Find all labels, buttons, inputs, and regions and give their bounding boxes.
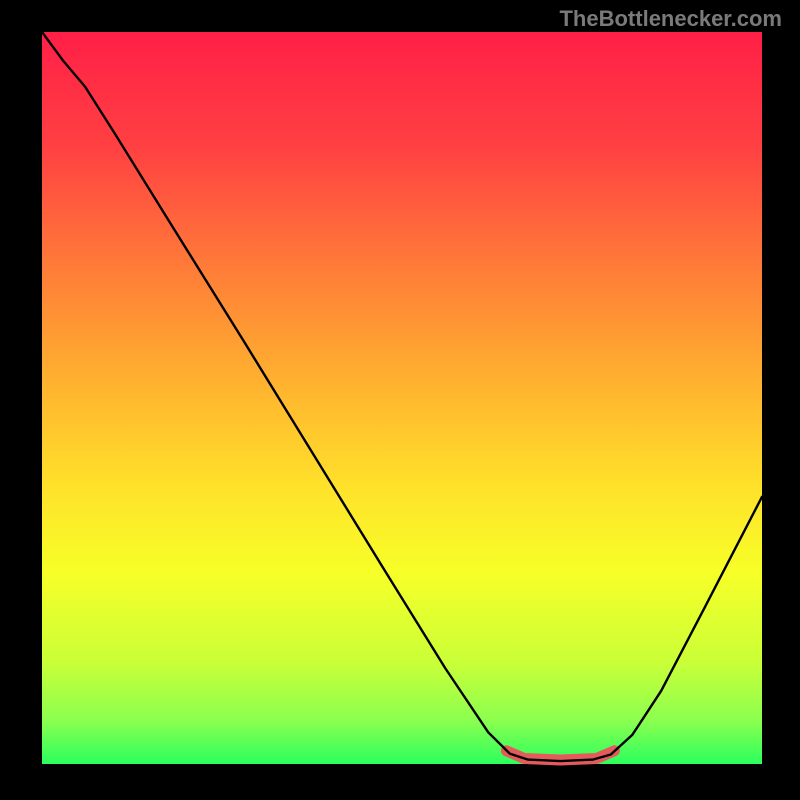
bottleneck-curve-chart [0, 0, 800, 800]
watermark-text: TheBottlenecker.com [559, 6, 782, 32]
chart-stage: TheBottlenecker.com [0, 0, 800, 800]
chart-plot-area [42, 32, 762, 764]
